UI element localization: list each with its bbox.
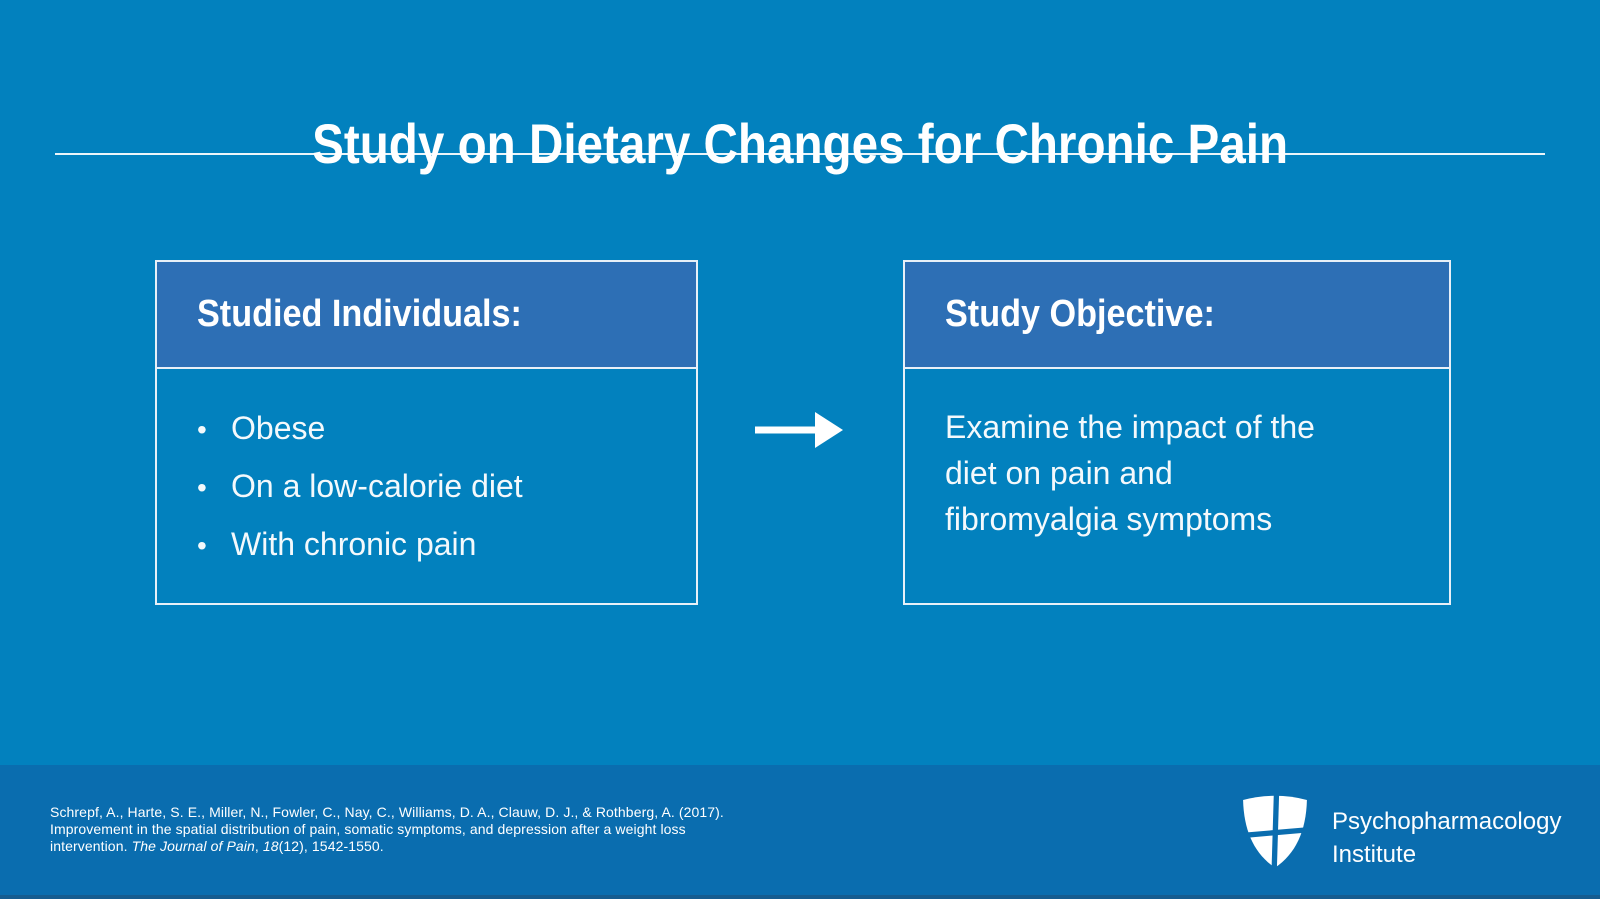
study-objective-text: Examine the impact of the diet on pain a… [945,409,1315,537]
page-title: Study on Dietary Changes for Chronic Pai… [0,111,1600,175]
logo-line-2: Institute [1332,841,1417,868]
list-item: Obese [197,400,666,458]
study-objective-body: Examine the impact of the diet on pain a… [905,369,1449,542]
shield-cross-icon [1239,791,1311,869]
page-title-text: Study on Dietary Changes for Chronic Pai… [312,111,1288,175]
studied-individuals-header: Studied Individuals: [157,262,696,369]
studied-individuals-body: Obese On a low-calorie diet With chronic… [157,369,696,574]
bullet-list: Obese On a low-calorie diet With chronic… [197,400,666,574]
studied-individuals-header-label: Studied Individuals: [197,293,522,335]
list-item: With chronic pain [197,516,666,574]
title-divider [55,153,1545,155]
study-objective-header: Study Objective: [905,262,1449,369]
citation: Schrepf, A., Harte, S. E., Miller, N., F… [50,804,724,855]
logo-line-1: Psychopharmacology [1332,808,1562,835]
footer-bar [0,765,1600,899]
bottom-edge-strip [0,895,1600,899]
citation-line: intervention. The Journal of Pain, 18(12… [50,838,384,854]
studied-individuals-box: Studied Individuals: Obese On a low-calo… [155,260,698,605]
list-item: On a low-calorie diet [197,458,666,516]
logo-text: Psychopharmacology Institute [1332,805,1561,871]
study-objective-box: Study Objective: Examine the impact of t… [903,260,1451,605]
citation-line: Schrepf, A., Harte, S. E., Miller, N., F… [50,804,724,820]
right-arrow-icon [755,412,843,448]
citation-line: Improvement in the spatial distribution … [50,821,686,837]
study-objective-header-label: Study Objective: [945,293,1215,335]
